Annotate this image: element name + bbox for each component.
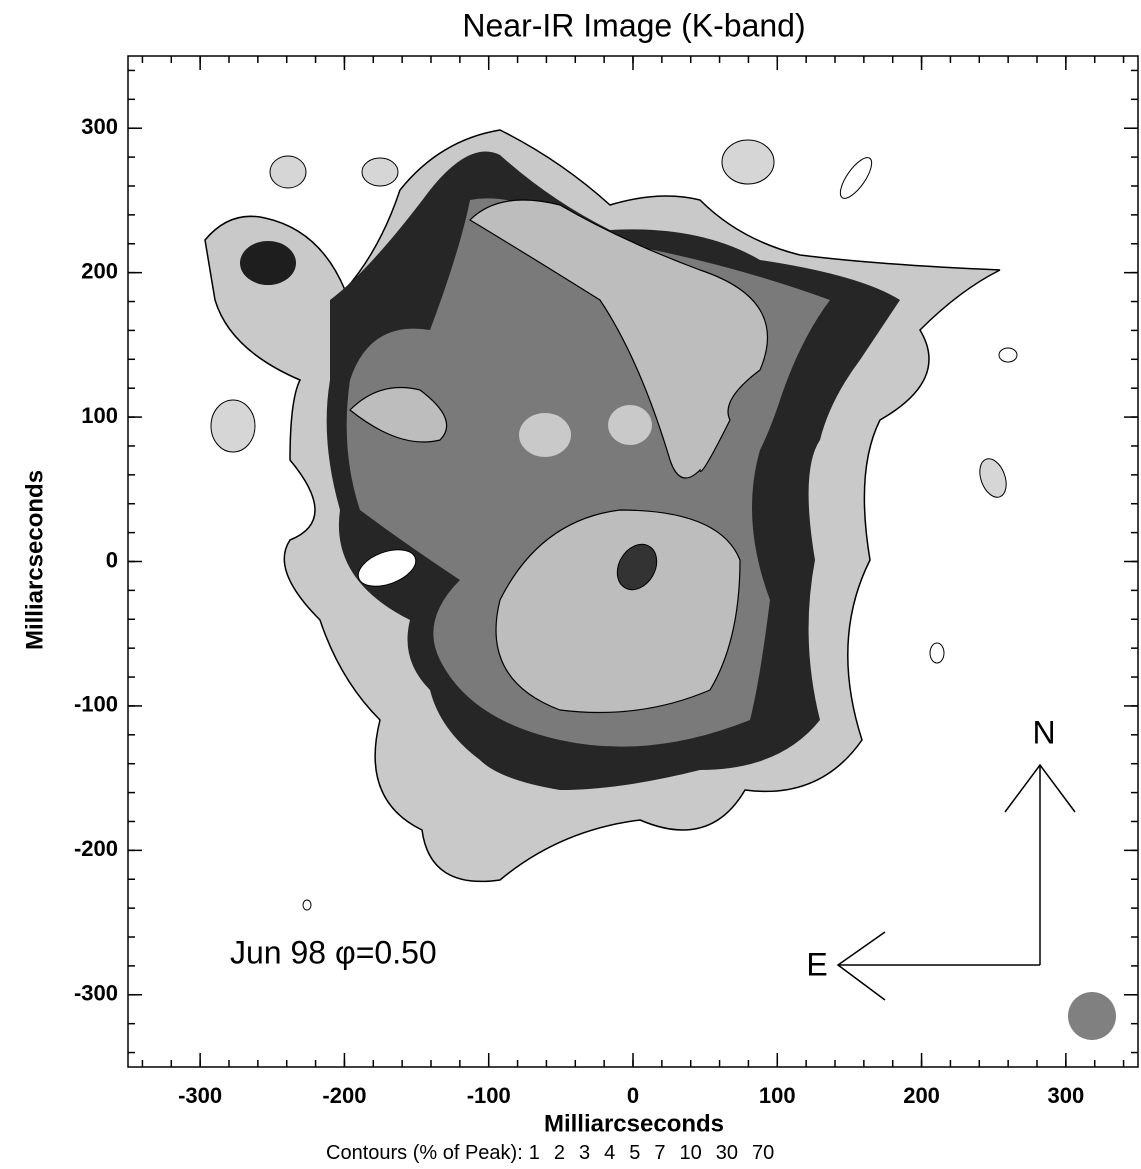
emission-island	[998, 347, 1018, 363]
contour-level: 5	[629, 1142, 640, 1164]
emission-island	[839, 157, 873, 199]
y-tick-label: -100	[74, 692, 118, 717]
compass-north: N	[1032, 714, 1055, 750]
contour-level: 4	[604, 1142, 615, 1164]
emission-island	[979, 458, 1007, 498]
arrowhead	[1004, 763, 1076, 813]
x-tick-label: 200	[903, 1083, 940, 1108]
contour-legend: Contours (% of Peak): 1 2 3 4 5 7 10 30 70	[326, 1142, 774, 1164]
emission-knot	[608, 405, 652, 445]
contour-level: 70	[752, 1142, 774, 1164]
image	[204, 129, 1018, 911]
contour-level: 30	[716, 1142, 738, 1164]
beam	[1068, 992, 1116, 1040]
x-tick-label: 100	[759, 1083, 796, 1108]
contour-level: 2	[554, 1142, 565, 1164]
emission-island	[721, 139, 775, 185]
emission-island	[302, 899, 312, 911]
x-tick-label: -300	[178, 1083, 222, 1108]
y-tick-label: 300	[81, 114, 118, 139]
emission-hole	[357, 549, 417, 587]
contour-level: 1	[529, 1142, 540, 1164]
chart-title: Near-IR Image (K-band)	[462, 7, 805, 43]
emission-peak	[240, 241, 296, 285]
contour-level: 3	[579, 1142, 590, 1164]
emission-knot	[519, 413, 571, 457]
x-tick-label: -200	[322, 1083, 366, 1108]
compass	[836, 763, 1076, 1001]
y-tick-label: 0	[106, 547, 118, 572]
contour-label: Contours (% of Peak):	[326, 1142, 523, 1164]
contour-level: 7	[654, 1142, 665, 1164]
emission-island	[929, 642, 945, 664]
emission-core	[616, 543, 658, 591]
x-tick-label: 300	[1047, 1083, 1084, 1108]
y-tick-label: 200	[81, 258, 118, 283]
y-tick-label: -300	[74, 981, 118, 1006]
emission-island	[361, 157, 399, 187]
x-tick-label: -100	[467, 1083, 511, 1108]
compass-east: E	[806, 946, 827, 982]
emission-light	[349, 199, 769, 714]
y-tick-label: -200	[74, 836, 118, 861]
emission-island	[269, 155, 307, 189]
emission-island	[210, 399, 256, 453]
y-axis-label: Milliarcseconds	[21, 470, 48, 650]
x-axis-label: Milliarcseconds	[544, 1110, 724, 1137]
x-tick-label: 0	[627, 1083, 639, 1108]
annotation: Jun 98 φ=0.50	[230, 934, 437, 970]
contour-level: 10	[680, 1142, 702, 1164]
arrowhead	[836, 931, 886, 1001]
y-tick-label: 100	[81, 403, 118, 428]
